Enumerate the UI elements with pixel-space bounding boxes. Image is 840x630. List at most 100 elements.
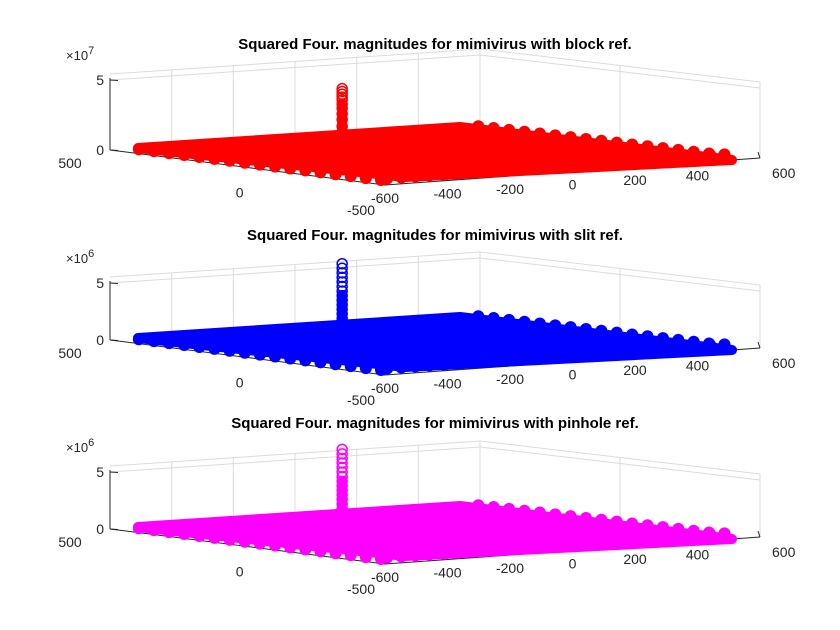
scatter-point [563, 159, 576, 172]
x-tick-label: -600 [371, 380, 399, 396]
scatter-point [223, 533, 236, 546]
x-tick-label: 400 [686, 358, 710, 374]
scatter-point [423, 169, 436, 182]
scatter-point [518, 504, 531, 517]
x-tick-label: 200 [623, 172, 647, 188]
scatter-point [487, 501, 500, 514]
scatter-point [577, 348, 590, 361]
scatter-point [648, 343, 661, 356]
y-tick-label: -500 [347, 392, 375, 408]
scatter-point [535, 161, 548, 174]
z-tick-mark [109, 339, 119, 341]
scatter-point [479, 355, 492, 368]
scatter-point [423, 359, 436, 372]
scatter-point [503, 313, 516, 326]
scatter-point [662, 342, 675, 355]
scatter-point [672, 333, 685, 346]
x-tick-label: -600 [371, 569, 399, 585]
scatter-point [284, 352, 297, 365]
x-tick-label: -400 [433, 186, 461, 202]
x-tick-label: -200 [496, 371, 524, 387]
scatter-point [641, 519, 654, 532]
scatter-point [577, 537, 590, 550]
scatter-point [620, 155, 633, 168]
x-tick-label: 0 [569, 367, 577, 383]
scatter-point [344, 170, 357, 183]
z-exponent-base: ×10 [66, 48, 88, 63]
scatter-point [595, 324, 608, 337]
scatter-floor [132, 310, 737, 377]
z-tick-mark [109, 79, 119, 81]
scatter-point [193, 529, 206, 542]
scatter-point [132, 333, 145, 346]
z-exponent-label: ×106 [66, 248, 94, 266]
scatter-point [163, 147, 176, 160]
scatter-point [579, 511, 592, 524]
scatter-point [163, 337, 176, 350]
scatter-point [395, 550, 408, 563]
scatter-point [132, 522, 145, 535]
scatter-point [687, 335, 700, 348]
scatter-point [634, 344, 647, 357]
scatter-point [465, 166, 478, 179]
x-tick-mark [757, 151, 761, 159]
x-tick-label: -200 [496, 181, 524, 197]
scatter-point [329, 358, 342, 371]
scatter-point [672, 522, 685, 535]
scatter-point [595, 513, 608, 526]
scatter-peak [336, 443, 348, 524]
scatter-point [634, 154, 647, 167]
scatter-point [610, 136, 623, 149]
scatter-point [223, 344, 236, 357]
x-tick-label: -400 [433, 565, 461, 581]
scatter-point [595, 134, 608, 147]
scatter-point [238, 156, 251, 169]
grid-z-line [109, 446, 761, 481]
scatter-point [564, 321, 577, 334]
scatter-point [299, 354, 312, 367]
scatter-point [606, 156, 619, 169]
scatter-point [451, 546, 464, 559]
scatter-point [284, 162, 297, 175]
scatter-point [656, 142, 669, 155]
scatter-point [238, 535, 251, 548]
scatter-point [479, 544, 492, 557]
scatter-point [336, 257, 348, 270]
scatter-point [592, 157, 605, 170]
z-exponent-power: 6 [88, 248, 94, 260]
scatter-point [577, 158, 590, 171]
scatter-point [626, 517, 639, 530]
scatter-point [147, 145, 160, 158]
scatter-point [465, 356, 478, 369]
z-tick-label: 5 [96, 275, 104, 291]
scatter-point [465, 545, 478, 558]
x-tick-label: 600 [772, 544, 796, 560]
scatter-point [208, 531, 221, 544]
y-tick-label: 0 [236, 375, 244, 391]
scatter-point [284, 541, 297, 554]
x-tick-label: 0 [569, 177, 577, 193]
scatter-point [549, 508, 562, 521]
scatter-point [451, 357, 464, 370]
scatter-point [253, 158, 266, 171]
scatter-point [703, 147, 716, 160]
scatter-point [518, 315, 531, 328]
scatter-point [626, 328, 639, 341]
scatter-point [493, 354, 506, 367]
x-tick-label: -400 [433, 376, 461, 392]
scatter-point [503, 502, 516, 515]
scatter-point [374, 174, 387, 187]
scatter-point [563, 349, 576, 362]
scatter-point [409, 170, 422, 183]
chart-title: Squared Four. magnitudes for mimivirus w… [247, 227, 623, 244]
grid-top-edge [109, 440, 761, 475]
z-tick-mark [109, 149, 119, 151]
y-tick-label: 0 [236, 185, 244, 201]
scatter-point [533, 317, 546, 330]
scatter-point [359, 362, 372, 375]
scatter-point [299, 164, 312, 177]
